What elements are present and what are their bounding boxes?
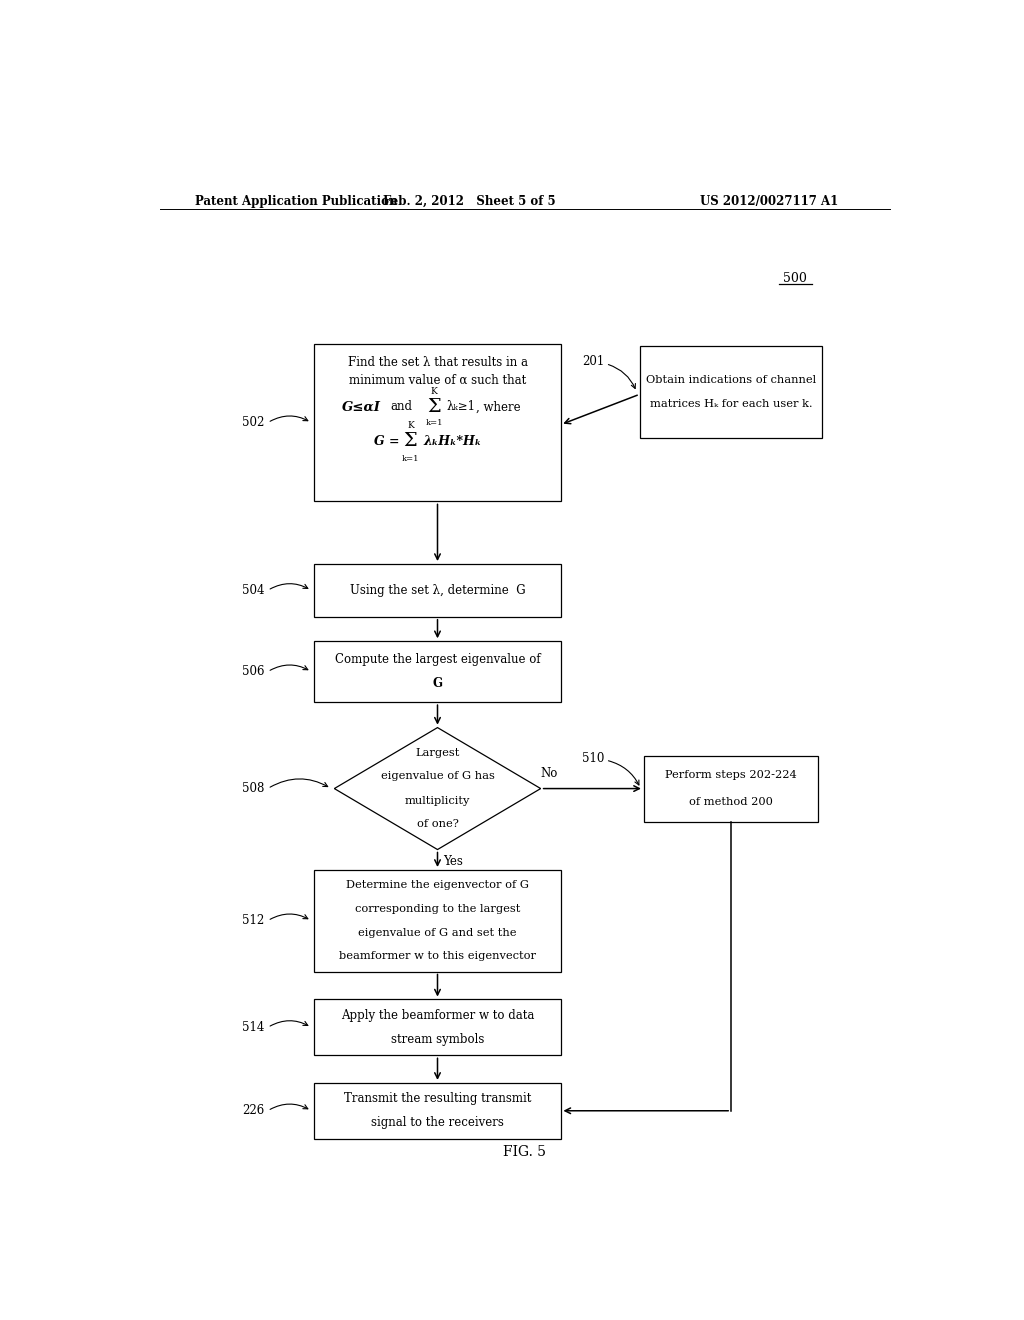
Text: 500: 500 [782,272,807,285]
Text: of method 200: of method 200 [689,797,773,807]
Text: Compute the largest eigenvalue of: Compute the largest eigenvalue of [335,653,541,667]
Text: G =: G = [374,436,399,447]
Text: λₖ≥1: λₖ≥1 [447,400,476,413]
Text: 201: 201 [582,355,604,368]
Text: Σ: Σ [427,397,441,416]
Text: 504: 504 [242,583,264,597]
FancyBboxPatch shape [314,564,560,616]
Text: Determine the eigenvector of G: Determine the eigenvector of G [346,880,529,890]
FancyBboxPatch shape [640,346,822,438]
Text: Feb. 2, 2012   Sheet 5 of 5: Feb. 2, 2012 Sheet 5 of 5 [383,194,556,207]
Text: Patent Application Publication: Patent Application Publication [196,194,398,207]
Text: 512: 512 [243,915,264,927]
Text: multiplicity: multiplicity [404,796,470,805]
FancyBboxPatch shape [314,642,560,702]
Text: of one?: of one? [417,820,459,829]
Text: Obtain indications of channel: Obtain indications of channel [646,375,816,385]
Text: matrices Hₖ for each user k.: matrices Hₖ for each user k. [650,400,812,409]
Text: G: G [432,677,442,690]
Text: Yes: Yes [443,855,463,869]
Text: 514: 514 [242,1020,264,1034]
Text: minimum value of α such that: minimum value of α such that [349,374,526,387]
Text: 502: 502 [242,416,264,429]
FancyBboxPatch shape [314,1082,560,1139]
Text: eigenvalue of G has: eigenvalue of G has [381,771,495,781]
Text: Largest: Largest [416,748,460,758]
Text: beamformer w to this eigenvector: beamformer w to this eigenvector [339,952,536,961]
Text: 510: 510 [582,751,604,764]
Text: , where: , where [475,400,520,413]
Polygon shape [334,727,541,850]
Text: US 2012/0027117 A1: US 2012/0027117 A1 [700,194,839,207]
Text: and: and [390,400,412,413]
Text: signal to the receivers: signal to the receivers [371,1117,504,1130]
Text: k=1: k=1 [401,455,419,463]
Text: Using the set λ, determine  G: Using the set λ, determine G [349,583,525,597]
Text: corresponding to the largest: corresponding to the largest [355,903,520,913]
Text: λₖHₖ*Hₖ: λₖHₖ*Hₖ [423,436,481,447]
Text: 506: 506 [242,665,264,678]
Text: Find the set λ that results in a: Find the set λ that results in a [347,355,527,368]
Text: Σ: Σ [403,433,418,450]
Text: G≤αI: G≤αI [342,400,381,413]
Text: stream symbols: stream symbols [391,1034,484,1047]
Text: Transmit the resulting transmit: Transmit the resulting transmit [344,1092,531,1105]
Text: Apply the beamformer w to data: Apply the beamformer w to data [341,1008,535,1022]
Text: FIG. 5: FIG. 5 [504,1146,546,1159]
FancyBboxPatch shape [314,345,560,502]
Text: 226: 226 [243,1105,264,1117]
FancyBboxPatch shape [644,755,818,821]
Text: k=1: k=1 [426,420,443,428]
Text: eigenvalue of G and set the: eigenvalue of G and set the [358,928,517,939]
Text: K: K [408,421,414,430]
Text: K: K [431,387,438,396]
Text: No: No [540,767,557,780]
FancyBboxPatch shape [314,999,560,1056]
Text: 508: 508 [242,781,264,795]
Text: Perform steps 202-224: Perform steps 202-224 [666,771,797,780]
FancyBboxPatch shape [314,870,560,972]
